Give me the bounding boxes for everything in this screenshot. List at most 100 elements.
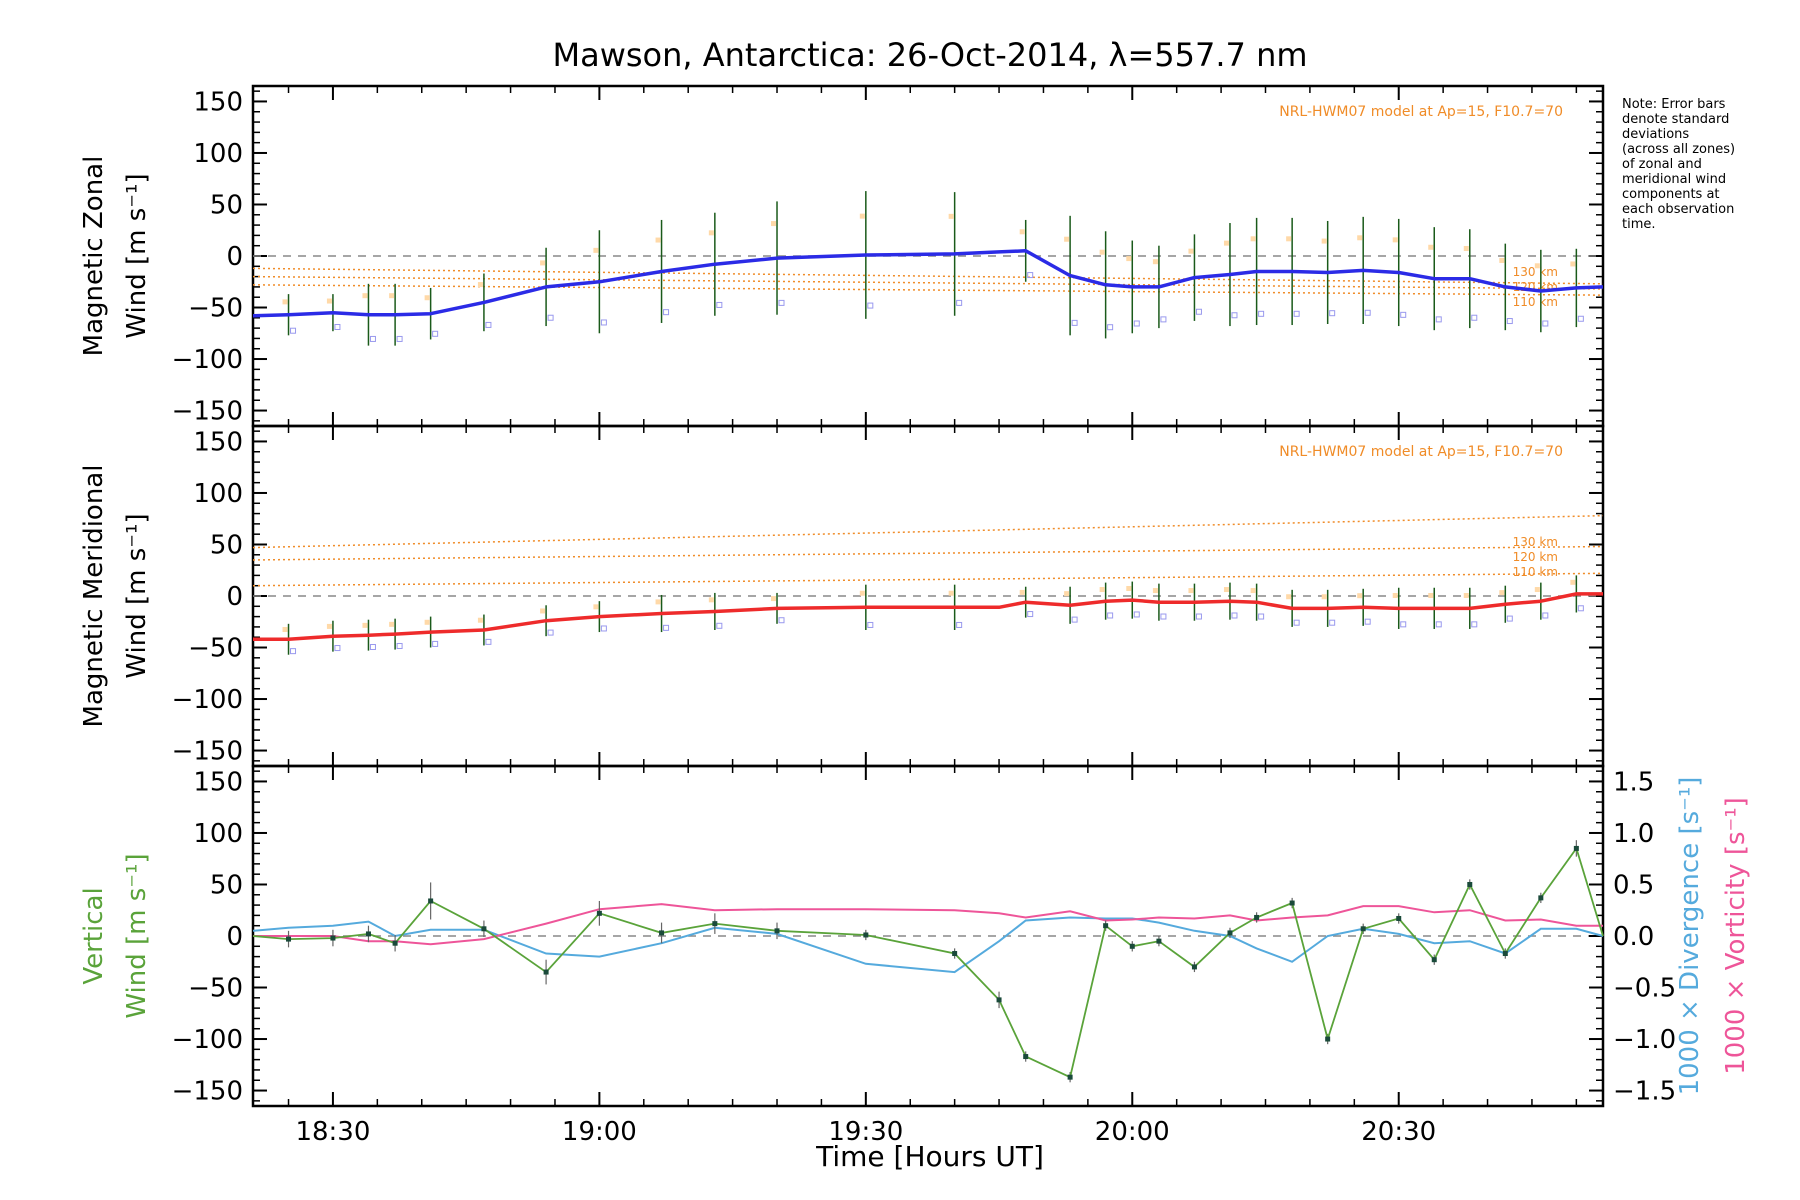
vertical-wind-point [1067, 1074, 1073, 1080]
model-line [252, 284, 1604, 296]
vertical-wind-point [712, 921, 718, 927]
zone-marker [1463, 593, 1469, 598]
zone-marker [1071, 319, 1078, 326]
zone-marker [1223, 240, 1229, 246]
zone-marker [1392, 237, 1398, 243]
y-tick-label: −150 [172, 397, 243, 427]
meridional-wind-line [253, 592, 1603, 642]
y-axis-title-line1: Magnetic Zonal [79, 156, 109, 357]
y-tick-label: −50 [188, 294, 243, 324]
note-line: (across all zones) [1622, 142, 1735, 157]
vertical-wind-point [286, 936, 292, 942]
right-axis-title-vorticity: 1000 × Vorticity [s⁻¹] [1721, 797, 1751, 1075]
zone-marker [600, 319, 607, 326]
right-tick-label: 1.5 [1613, 767, 1654, 797]
zone-marker [655, 599, 661, 605]
note-line: deviations [1622, 127, 1689, 142]
vertical-wind-point [1325, 1036, 1331, 1042]
y-tick-label: −50 [188, 634, 243, 664]
zone-marker [948, 213, 954, 219]
y-tick-label: 50 [210, 870, 243, 900]
zone-marker [1357, 593, 1363, 599]
zone-marker [432, 330, 439, 337]
y-tick-label: 50 [210, 190, 243, 220]
vertical-wind-point [774, 928, 780, 934]
y-tick-label: 150 [193, 87, 243, 117]
zone-marker [778, 617, 785, 624]
model-height-label: 110 km [1513, 295, 1558, 309]
zone-marker [1471, 621, 1478, 628]
vertical-wind-point [1227, 930, 1233, 936]
zone-marker [1286, 236, 1292, 242]
model-height-label: 120 km [1513, 550, 1558, 564]
zone-marker [1027, 611, 1034, 618]
y-tick-label: 0 [226, 582, 243, 612]
zone-marker [1258, 613, 1265, 620]
zone-marker [1027, 272, 1034, 279]
right-axis-title-divergence: 1000 × Divergence [s⁻¹] [1675, 777, 1705, 1096]
zone-marker [282, 299, 288, 305]
y-tick-label: −150 [172, 1077, 243, 1107]
note-line: denote standard [1622, 112, 1729, 127]
zone-marker [1250, 236, 1256, 242]
zone-marker [1321, 238, 1327, 244]
zone-marker [593, 604, 599, 610]
zone-marker [1577, 605, 1584, 612]
y-tick-label: 50 [210, 530, 243, 560]
zone-marker [326, 623, 332, 629]
x-tick-label: 19:00 [562, 1117, 637, 1147]
zone-marker [1250, 588, 1256, 594]
zone-marker [956, 621, 963, 628]
zone-marker [424, 295, 430, 301]
vertical-wind-point [330, 935, 336, 941]
zone-marker [1534, 587, 1540, 593]
zone-marker [1293, 310, 1300, 317]
vertical-wind-point [659, 930, 665, 936]
model-line [252, 545, 1604, 561]
zone-marker [593, 247, 599, 253]
y-tick-label: 100 [193, 139, 243, 169]
zone-marker [1357, 235, 1363, 241]
zone-marker [1570, 261, 1576, 267]
y-axis-title-line2: Wind [m s⁻¹] [122, 513, 152, 678]
y-tick-label: −100 [172, 685, 243, 715]
zone-marker [716, 622, 723, 629]
zone-marker [1534, 263, 1540, 269]
zone-marker [334, 645, 341, 652]
zone-marker [485, 638, 492, 645]
right-tick-label: 0.5 [1613, 870, 1654, 900]
vertical-wind-point [1191, 964, 1197, 970]
y-tick-label: −100 [172, 345, 243, 375]
right-tick-label: 1.0 [1613, 819, 1654, 849]
zone-marker [485, 321, 492, 328]
y-tick-label: 0 [226, 242, 243, 272]
vertical-wind-point [1431, 957, 1437, 963]
y-axis-title-line1: Vertical [79, 887, 109, 984]
right-tick-label: −1.5 [1613, 1077, 1676, 1107]
zone-marker [956, 299, 963, 306]
zone-marker [600, 625, 607, 632]
vorticity-line [253, 903, 1603, 946]
zone-marker [1107, 324, 1114, 331]
y-axis-title-line1: Magnetic Meridional [79, 465, 109, 728]
meridional-wind-panel: 150 100 50 0 −50 −100 −150 Magnetic Meridional W… [79, 424, 1605, 768]
right-tick-label: −1.0 [1613, 1025, 1676, 1055]
zone-marker [1506, 318, 1513, 325]
zone-marker [326, 298, 332, 304]
x-tick-label: 18:30 [295, 1117, 370, 1147]
vertical-wind-line [252, 846, 1604, 1079]
zone-marker [771, 596, 777, 602]
zone-marker [290, 327, 297, 334]
y-tick-label: 0 [226, 922, 243, 952]
vertical-wind-point [1289, 900, 1295, 906]
zone-marker [1435, 621, 1442, 628]
zone-marker [1064, 591, 1070, 597]
zone-marker [334, 324, 341, 331]
zone-marker [655, 237, 661, 243]
vertical-wind-point [1396, 915, 1402, 921]
zonal-wind-panel: 150 100 50 0 −50 −100 −150 Magnetic Zonal Wind [… [79, 84, 1605, 428]
zone-marker [547, 629, 554, 636]
zone-marker [369, 335, 376, 342]
zone-marker [396, 335, 403, 342]
